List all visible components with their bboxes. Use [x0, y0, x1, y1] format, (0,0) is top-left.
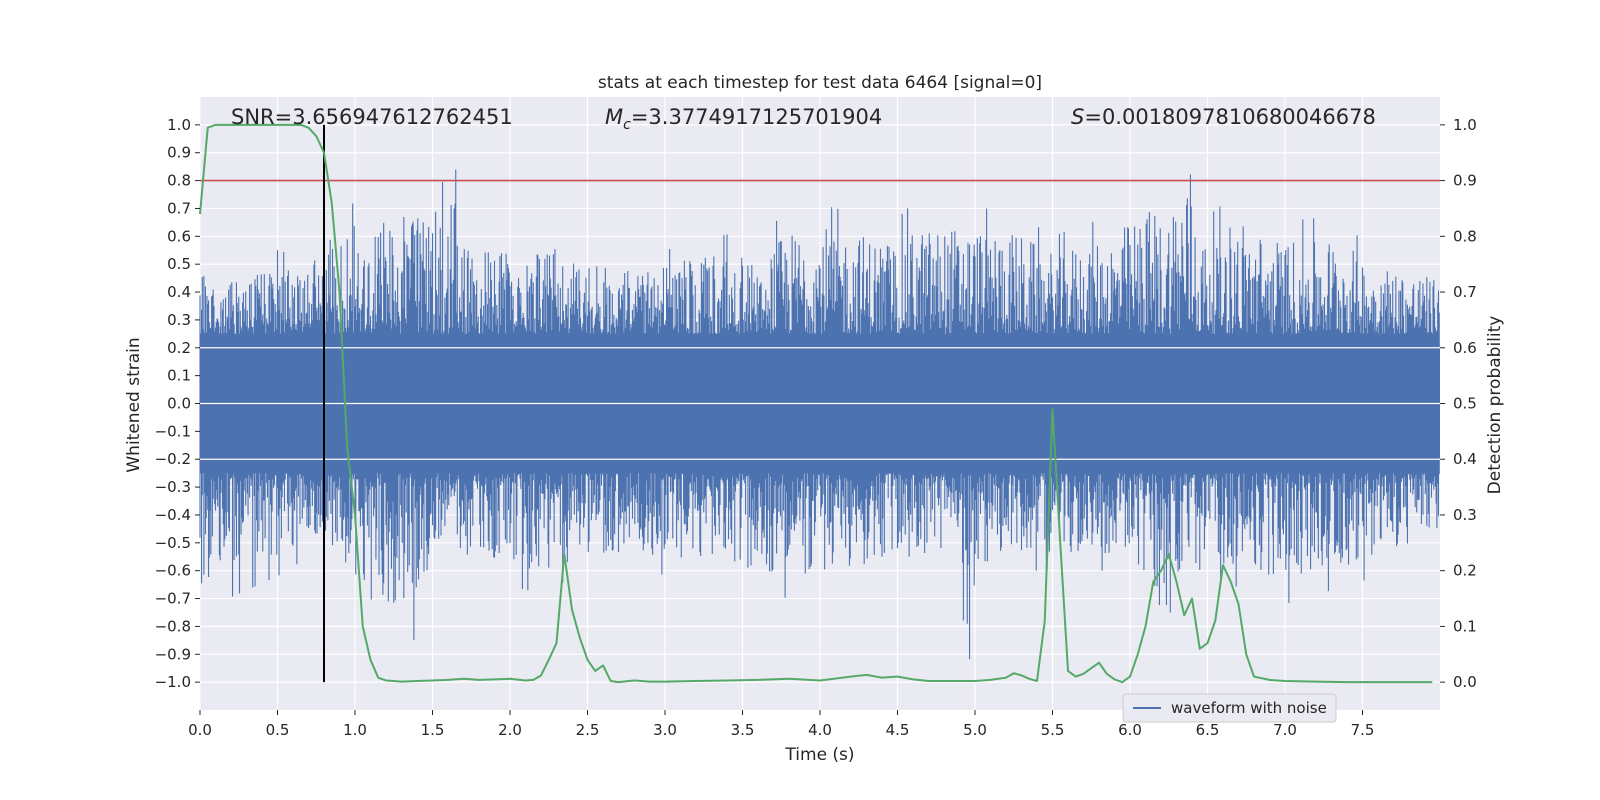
- x-tick-label: 4.0: [808, 721, 832, 739]
- y-left-tick-label: 0.9: [167, 144, 191, 162]
- x-tick-label: 0.0: [188, 721, 212, 739]
- chirp-mass-subscript: c: [623, 117, 631, 133]
- y-left-tick-label: 0.0: [167, 395, 191, 413]
- y-right-tick-label: 0.4: [1453, 450, 1477, 468]
- chart-title: stats at each timestep for test data 646…: [598, 73, 1042, 93]
- y-right-tick-label: 1.0: [1453, 116, 1477, 134]
- x-tick-label: 7.5: [1351, 721, 1375, 739]
- x-axis-ticks: 0.0 0.5 1.0 1.5 2.0 2.5 3.0 3.5 4.0 4.5 5.0 5.5 6.0 6…: [188, 710, 1374, 739]
- x-tick-label: 4.5: [886, 721, 910, 739]
- y-right-axis-ticks: 1.0 0.9 0.8 0.7 0.6 0.5 0.4 0.3 0.2 0.1 0.0: [1440, 116, 1477, 691]
- y-left-tick-label: 0.1: [167, 367, 191, 385]
- y-left-tick-label: 0.4: [167, 283, 191, 301]
- y-left-tick-label: 0.5: [167, 255, 191, 273]
- x-tick-label: 1.0: [343, 721, 367, 739]
- y-left-tick-label: 0.7: [167, 199, 191, 217]
- y-right-tick-label: 0.3: [1453, 506, 1477, 524]
- x-tick-label: 2.0: [498, 721, 522, 739]
- detection-probability-line: [199, 123, 1433, 684]
- y-right-tick-label: 0.5: [1453, 395, 1477, 413]
- y-right-tick-label: 0.0: [1453, 673, 1477, 691]
- s-value: =0.0018097810680046678: [1084, 105, 1376, 129]
- y-left-tick-label: −0.4: [155, 506, 191, 524]
- overlays: [199, 123, 1440, 684]
- chirp-mass-annotation: Mc=3.3774917125701904: [605, 105, 882, 133]
- x-axis-label: Time (s): [784, 745, 854, 765]
- y-left-tick-label: −1.0: [155, 673, 191, 691]
- x-tick-label: 1.5: [421, 721, 445, 739]
- y-left-tick-label: 0.2: [167, 339, 191, 357]
- legend-box: [1122, 693, 1337, 723]
- legend-label: waveform with noise: [1171, 699, 1327, 717]
- x-tick-label: 2.5: [576, 721, 600, 739]
- y-left-axis-label: Whitened strain: [124, 337, 144, 472]
- chirp-mass-value: =3.3774917125701904: [631, 105, 882, 129]
- y-left-tick-label: 1.0: [167, 116, 191, 134]
- y-left-tick-label: −0.2: [155, 450, 191, 468]
- y-left-tick-label: 0.6: [167, 227, 191, 245]
- y-right-tick-label: 0.9: [1453, 172, 1477, 190]
- y-left-tick-label: −0.5: [155, 534, 191, 552]
- y-left-tick-label: −0.7: [155, 590, 191, 608]
- x-tick-label: 6.0: [1118, 721, 1142, 739]
- waveform-series: [199, 169, 1440, 660]
- x-tick-label: 0.5: [266, 721, 290, 739]
- x-tick-label: 5.0: [963, 721, 987, 739]
- x-tick-label: 7.0: [1273, 721, 1297, 739]
- y-left-tick-label: 0.8: [167, 172, 191, 190]
- y-left-tick-label: −0.3: [155, 478, 191, 496]
- y-left-tick-label: −0.8: [155, 617, 191, 635]
- y-right-tick-label: 0.6: [1453, 339, 1477, 357]
- y-left-axis-ticks: 1.0 0.9 0.8 0.7 0.6 0.5 0.4 0.3 0.2 0.1 0.0 −0.1 −0.…: [155, 116, 200, 691]
- s-symbol: S: [1071, 105, 1084, 129]
- y-right-tick-label: 0.8: [1453, 227, 1477, 245]
- y-right-tick-label: 0.7: [1453, 283, 1477, 301]
- y-left-tick-label: −0.1: [155, 422, 191, 440]
- s-annotation: S=0.0018097810680046678: [1071, 105, 1376, 129]
- y-left-tick-label: −0.9: [155, 645, 191, 663]
- y-right-tick-label: 0.1: [1453, 617, 1477, 635]
- legend: waveform with noise: [1122, 693, 1337, 723]
- y-left-tick-label: −0.6: [155, 562, 191, 580]
- y-right-axis-label: Detection probability: [1485, 316, 1505, 495]
- x-tick-label: 5.5: [1041, 721, 1065, 739]
- y-right-tick-label: 0.2: [1453, 562, 1477, 580]
- chirp-mass-symbol: M: [605, 105, 623, 129]
- y-left-tick-label: 0.3: [167, 311, 191, 329]
- x-tick-label: 3.5: [731, 721, 755, 739]
- x-tick-label: 6.5: [1196, 721, 1220, 739]
- x-tick-label: 3.0: [653, 721, 677, 739]
- snr-annotation: SNR=3.656947612762451: [231, 105, 513, 129]
